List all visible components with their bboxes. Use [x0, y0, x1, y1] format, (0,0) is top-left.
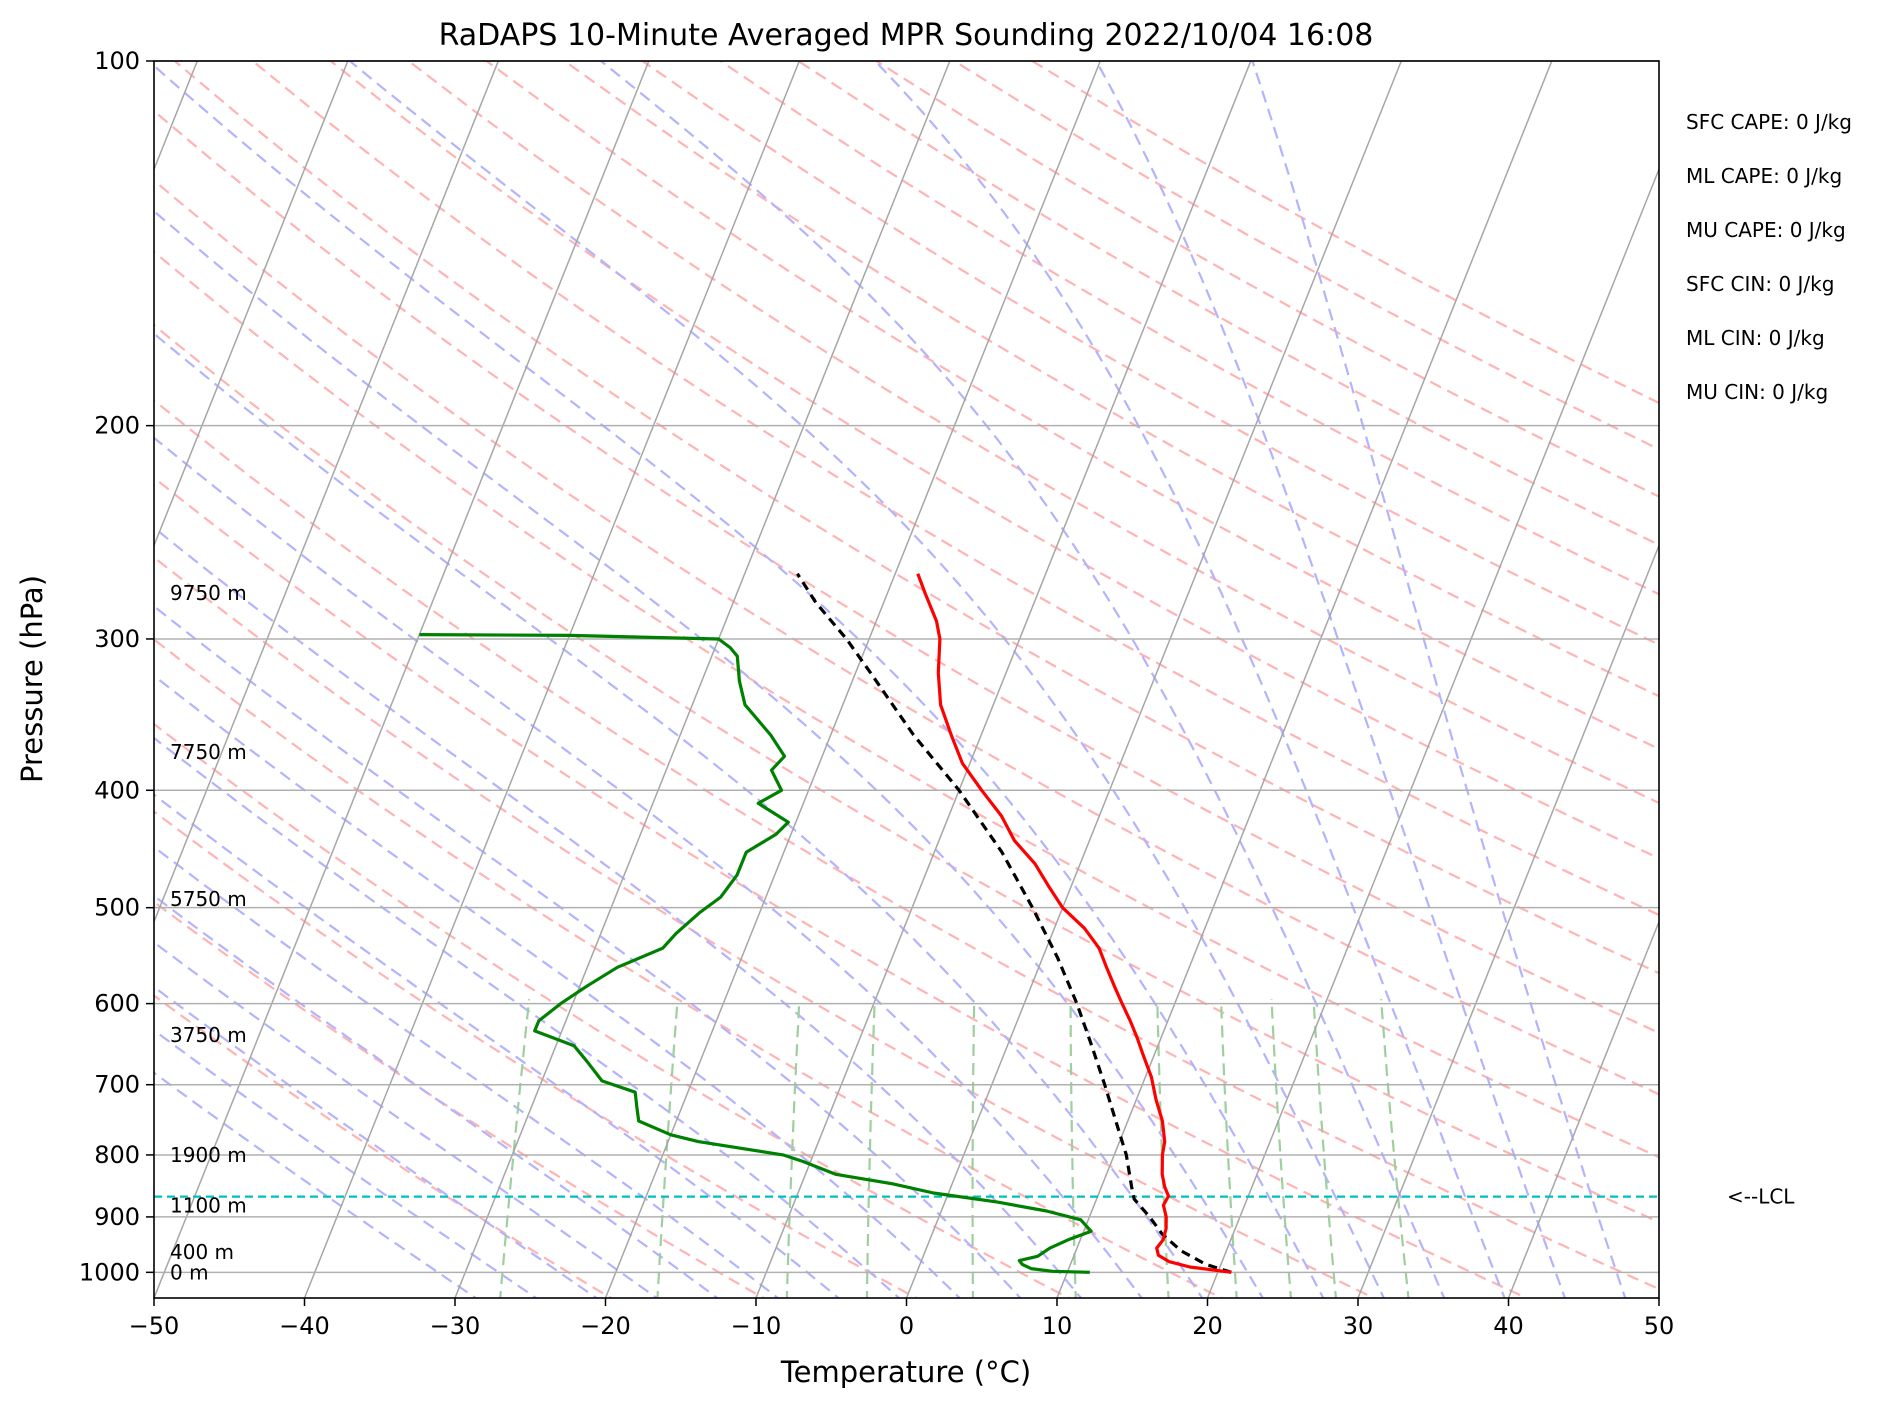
isotherm-line [1206, 167, 1659, 1298]
lcl-group: <--LCL [154, 1185, 1795, 1209]
mixing-ratio-line [865, 999, 876, 1298]
moist-adiabat [154, 845, 780, 1298]
moist-adiabat [1251, 61, 1627, 1298]
y-tick-label: 1000 [79, 1258, 140, 1286]
x-tick-label: −20 [580, 1312, 631, 1340]
isotherm-line [154, 61, 349, 548]
index-label: SFC CAPE: 0 J/kg [1686, 110, 1852, 134]
mixing-ratio-line [1380, 999, 1410, 1298]
isotherm-line [454, 61, 951, 1298]
profile-lines [419, 572, 1232, 1274]
mixing-ratio-line [785, 999, 801, 1298]
moist-adiabat [154, 985, 599, 1298]
y-tick-label: 400 [94, 776, 140, 804]
isotherm-line [755, 61, 1252, 1298]
height-label: 400 m [170, 1240, 234, 1264]
height-label: 3750 m [170, 1023, 247, 1047]
dry-adiabat [329, 61, 1659, 860]
x-tick-label: 20 [1192, 1312, 1223, 1340]
mixing-ratio-line [656, 999, 679, 1298]
x-tick-label: 30 [1343, 1312, 1374, 1340]
dry-adiabat [407, 61, 1659, 805]
isotherm-line [905, 61, 1403, 1298]
y-tick-label: 500 [94, 894, 140, 922]
lcl-label: <--LCL [1727, 1185, 1795, 1209]
index-label: MU CIN: 0 J/kg [1686, 380, 1828, 404]
height-label: 0 m [170, 1260, 209, 1284]
moist-adiabat [599, 61, 1446, 1298]
y-axis-label: Pressure (hPa) [15, 575, 49, 783]
x-tick-label: −40 [279, 1312, 330, 1340]
height-label: 1900 m [170, 1143, 247, 1167]
mixing-ratio-line [1219, 999, 1238, 1298]
stability-indices: SFC CAPE: 0 J/kg ML CAPE: 0 J/kg MU CAPE: … [1686, 110, 1852, 404]
x-tick-label: −30 [430, 1312, 481, 1340]
dry-adiabat [154, 178, 1659, 1096]
x-tick-label: 50 [1644, 1312, 1675, 1340]
index-label: SFC CIN: 0 J/kg [1686, 272, 1834, 296]
isotherm-line [604, 61, 1102, 1298]
dry-adiabat [154, 250, 1659, 1159]
index-label: MU CAPE: 0 J/kg [1686, 218, 1846, 242]
y-tick-label: 300 [94, 625, 140, 653]
chart-title: RaDAPS 10-Minute Averaged MPR Sounding 2… [439, 18, 1374, 53]
moist-adiabat [154, 436, 1143, 1298]
moist-adiabat [154, 1071, 478, 1298]
height-label: 7750 m [170, 740, 247, 764]
height-labels: 9750 m 7750 m 5750 m 3750 m 1900 m 1100 m 400 … [170, 581, 247, 1284]
dewpoint-profile [419, 633, 1093, 1274]
x-tick-label: 0 [899, 1312, 914, 1340]
moist-adiabat [154, 894, 720, 1298]
height-label: 5750 m [170, 887, 247, 911]
moist-adiabat [154, 1028, 538, 1298]
dry-adiabat [154, 638, 1224, 1298]
dry-adiabat [154, 900, 766, 1298]
y-tick-label: 700 [94, 1071, 140, 1099]
y-tick-label: 600 [94, 990, 140, 1018]
mixing-ratio-line [1069, 999, 1077, 1298]
y-tick-label: 800 [94, 1141, 140, 1169]
x-tick-label: 40 [1493, 1312, 1524, 1340]
index-label: ML CAPE: 0 J/kg [1686, 164, 1842, 188]
isotherm-line [303, 61, 801, 1298]
x-axis-ticks: −50 −40 −30 −20 −10 0 10 20 30 40 50 [129, 1298, 1675, 1340]
mixing-ratio-line [1156, 999, 1170, 1298]
parcel-profile [796, 572, 1232, 1274]
moist-adiabat [154, 940, 659, 1298]
moist-adiabat [154, 793, 841, 1298]
dry-adiabat [154, 109, 1659, 1035]
y-tick-label: 100 [94, 47, 140, 75]
y-tick-label: 200 [94, 412, 140, 440]
y-tick-label: 900 [94, 1203, 140, 1231]
height-label: 1100 m [170, 1194, 247, 1218]
isotherm-line [154, 61, 500, 924]
dry-adiabat [251, 61, 1659, 917]
temperature-profile [916, 573, 1232, 1274]
x-tick-label: −50 [129, 1312, 180, 1340]
height-label: 9750 m [170, 581, 247, 605]
isotherm-line [1507, 919, 1659, 1298]
dry-adiabat [641, 61, 1659, 646]
mixing-ratio-line [1312, 999, 1338, 1298]
x-tick-label: −10 [731, 1312, 782, 1340]
x-tick-label: 10 [1042, 1312, 1073, 1340]
index-label: ML CIN: 0 J/kg [1686, 326, 1825, 350]
isotherm-line [154, 61, 650, 1298]
mixing-ratio-line [971, 999, 976, 1298]
mixing-ratio-line [499, 999, 531, 1298]
isotherm-line [1056, 61, 1553, 1298]
dry-adiabat [485, 61, 1659, 751]
x-axis-label: Temperature (°C) [780, 1355, 1031, 1389]
mixing-ratio-line [1270, 999, 1293, 1298]
isotherm-line [1357, 543, 1659, 1298]
y-axis-ticks: 100 200 300 400 500 600 700 800 900 1000 [79, 47, 154, 1286]
